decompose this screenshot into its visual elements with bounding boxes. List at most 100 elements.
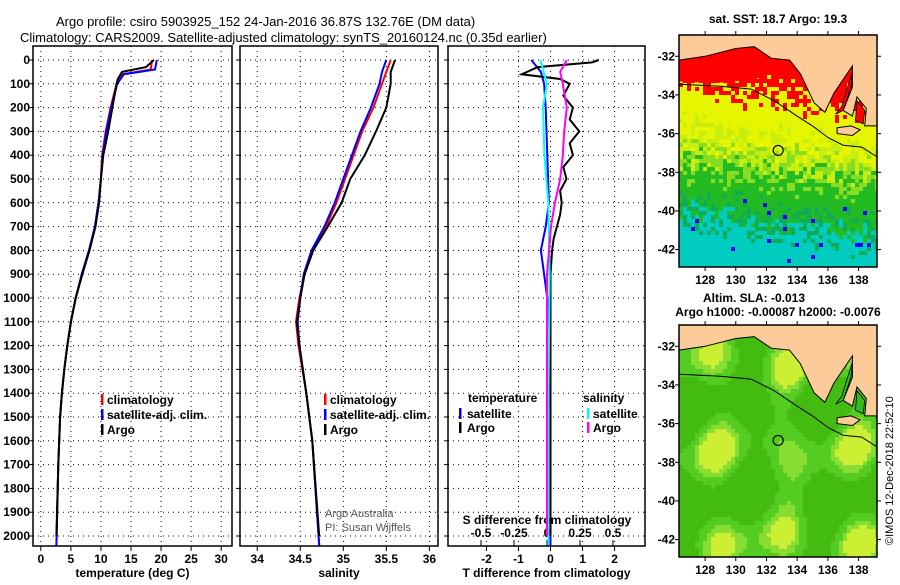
depth-tick-label: 1200 [3,339,30,353]
x-tick-label: 35.5 [375,552,399,566]
depth-tick-label: 600 [10,196,30,210]
lat-tick-label: -40 [658,204,676,218]
plot-frame [33,46,232,546]
depth-tick-label: 700 [10,220,30,234]
x-tick-label: 0 [547,552,554,566]
profile-panel-2: 34 34.5 35 35.5 36 salinity climatologysatelli… [236,46,438,580]
lat-tick-label: -36 [658,127,676,141]
s-diff-tick-label: 0.25 [568,526,592,540]
lat-tick-label: -42 [658,533,676,547]
lon-tick-label: 130 [726,563,746,577]
map-field [679,325,879,557]
x-tick-label: 34.5 [289,552,313,566]
x-tick-label: 36 [423,552,437,566]
lon-tick-label: 128 [695,273,715,287]
legend-swatch [101,394,104,405]
depth-tick-label: 500 [10,172,30,186]
legend-item-salinity: satellite [593,407,638,421]
x-tick-label: 34 [251,552,265,566]
s-diff-tick-label: -0.25 [500,526,528,540]
legend-swatch [101,409,104,420]
depth-tick-label: 200 [10,101,30,115]
x-tick-label: 10 [94,552,108,566]
x-axis-label: salinity [318,566,360,580]
lat-tick-label: -36 [658,417,676,431]
lon-tick-label: 132 [756,273,776,287]
lat-tick-label: -40 [658,494,676,508]
lat-tick-label: -42 [658,243,676,257]
depth-tick-label: 1100 [4,315,30,329]
lon-tick-label: 130 [726,273,746,287]
legend-swatch [587,422,590,433]
x-tick-label: 30 [214,552,228,566]
lon-tick-label: 134 [787,563,807,577]
depth-tick-label: 1700 [3,458,30,472]
annotation-pi: PI: Susan Wijffels [325,522,411,534]
plot-frame [240,46,438,546]
lon-tick-label: 138 [849,563,869,577]
sla-map-title: Altim. SLA: -0.013 [703,291,805,305]
lat-tick-label: -32 [658,49,676,63]
x-tick-label: 2 [611,552,618,566]
series-line-climatology [56,60,152,546]
lat-tick-label: -38 [658,165,676,179]
legend-item-salinity: Argo [593,421,621,435]
legend-swatch [324,409,327,420]
legend-swatch [587,408,590,419]
legend-swatch [459,408,462,419]
legend-item-temperature: Argo [467,421,495,435]
s-diff-tick-label: 0.5 [605,526,622,540]
legend-item: climatology [330,393,397,407]
depth-tick-label: 1000 [3,291,30,305]
legend-swatch [324,424,327,435]
x-tick-label: 25 [184,552,198,566]
legend-title-temperature: temperature [468,391,538,405]
lat-tick-label: -32 [658,339,676,353]
series-line-climatology [296,60,391,546]
depth-tick-label: 400 [10,148,30,162]
series-line-satellite-adj-clim- [56,60,156,546]
depth-tick-label: 1500 [3,410,30,424]
depth-tick-label: 800 [10,243,30,257]
x-tick-label: 5 [68,552,75,566]
legend-item-temperature: satellite [467,407,512,421]
x-tick-label: 15 [124,552,138,566]
depth-tick-label: 2000 [3,529,30,543]
map-field [679,35,879,267]
lon-tick-label: 138 [849,273,869,287]
x-axis-label: T difference from climatology [462,566,630,580]
legend-item: climatology [107,393,174,407]
sst-map-title: sat. SST: 18.7 Argo: 19.3 [709,12,848,26]
x-tick-label: -1 [513,552,524,566]
legend-item: satellite-adj. clim. [107,408,207,422]
legend-item: Argo [330,423,358,437]
lon-tick-label: 136 [818,273,838,287]
lon-tick-label: 128 [695,563,715,577]
legend-item: satellite-adj. clim. [330,408,430,422]
depth-tick-label: 0 [23,53,30,67]
depth-tick-label: 900 [10,267,30,281]
s-diff-tick-label: -0.5 [471,526,492,540]
x-axis-label: temperature (deg C) [75,566,189,580]
x-tick-label: 20 [154,552,168,566]
x-tick-label: 0 [37,552,44,566]
legend-item: Argo [107,423,135,437]
lon-tick-label: 132 [756,563,776,577]
legend-title-salinity: salinity [583,391,625,405]
legend-swatch [459,422,462,433]
x-tick-label: -2 [481,552,492,566]
depth-tick-label: 1800 [3,481,30,495]
legend-swatch [101,424,104,435]
figure-title-line1: Argo profile: csiro 5903925_152 24-Jan-2… [56,14,475,29]
depth-tick-label: 1300 [3,362,30,376]
depth-tick-label: 1900 [3,505,30,519]
lat-tick-label: -34 [658,378,676,392]
x-tick-label: 35 [337,552,351,566]
legend-swatch [324,394,327,405]
depth-tick-label: 1400 [3,386,30,400]
x-tick-label: 1 [579,552,586,566]
